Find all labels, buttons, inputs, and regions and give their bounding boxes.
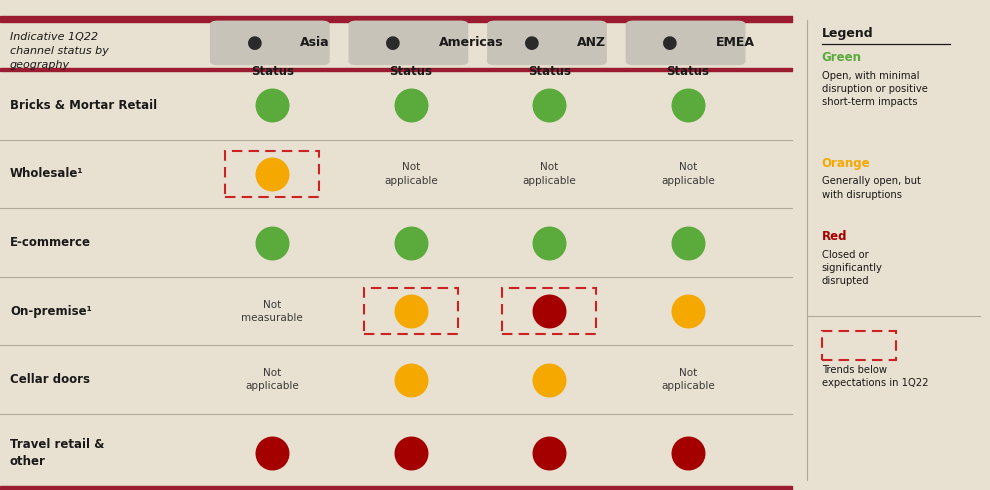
Text: Status: Status — [666, 65, 710, 78]
Point — [403, 307, 419, 315]
Point — [264, 239, 280, 246]
Text: Status: Status — [528, 65, 571, 78]
Text: Closed or
significantly
disrupted: Closed or significantly disrupted — [822, 250, 882, 286]
Bar — [0, 16, 792, 22]
Point — [264, 101, 280, 109]
Point — [542, 376, 557, 384]
Text: Status: Status — [250, 65, 294, 78]
Text: Wholesale¹: Wholesale¹ — [10, 168, 83, 180]
Bar — [0, 486, 792, 490]
Point — [542, 239, 557, 246]
Point — [264, 449, 280, 457]
Text: ●: ● — [247, 34, 262, 51]
Text: Cellar doors: Cellar doors — [10, 373, 90, 386]
FancyBboxPatch shape — [487, 21, 607, 65]
Point — [403, 449, 419, 457]
Text: ●: ● — [385, 34, 401, 51]
FancyBboxPatch shape — [348, 21, 468, 65]
Text: Bricks & Mortar Retail: Bricks & Mortar Retail — [10, 99, 157, 112]
Point — [680, 449, 696, 457]
Point — [403, 376, 419, 384]
FancyBboxPatch shape — [210, 21, 330, 65]
Text: Legend: Legend — [822, 27, 873, 40]
Point — [542, 449, 557, 457]
Text: Orange: Orange — [822, 157, 870, 170]
Text: Asia: Asia — [300, 36, 330, 49]
Text: Generally open, but
with disruptions: Generally open, but with disruptions — [822, 176, 921, 199]
Text: Open, with minimal
disruption or positive
short-term impacts: Open, with minimal disruption or positiv… — [822, 71, 928, 107]
Text: On-premise¹: On-premise¹ — [10, 305, 92, 318]
Text: Indicative 1Q22
channel status by
geography: Indicative 1Q22 channel status by geogra… — [10, 32, 109, 70]
Text: Not
applicable: Not applicable — [661, 162, 715, 186]
Bar — [0, 68, 792, 71]
Point — [403, 101, 419, 109]
Point — [680, 101, 696, 109]
Text: Not
measurable: Not measurable — [242, 299, 303, 323]
Text: ANZ: ANZ — [577, 36, 606, 49]
Text: Not
applicable: Not applicable — [246, 368, 299, 392]
Point — [264, 170, 280, 178]
Text: Status: Status — [389, 65, 433, 78]
Text: Americas: Americas — [439, 36, 503, 49]
Text: ●: ● — [662, 34, 678, 51]
FancyBboxPatch shape — [626, 21, 745, 65]
Text: Trends below
expectations in 1Q22: Trends below expectations in 1Q22 — [822, 365, 929, 388]
Point — [680, 239, 696, 246]
Text: E-commerce: E-commerce — [10, 236, 91, 249]
Text: Not
applicable: Not applicable — [661, 368, 715, 392]
Point — [542, 307, 557, 315]
Text: Red: Red — [822, 230, 847, 244]
Point — [403, 239, 419, 246]
Text: Not
applicable: Not applicable — [384, 162, 438, 186]
Text: EMEA: EMEA — [716, 36, 754, 49]
Text: Green: Green — [822, 51, 861, 65]
Text: Travel retail &
other: Travel retail & other — [10, 438, 104, 468]
Point — [542, 101, 557, 109]
Text: Not
applicable: Not applicable — [523, 162, 576, 186]
Text: ●: ● — [524, 34, 540, 51]
Point — [680, 307, 696, 315]
